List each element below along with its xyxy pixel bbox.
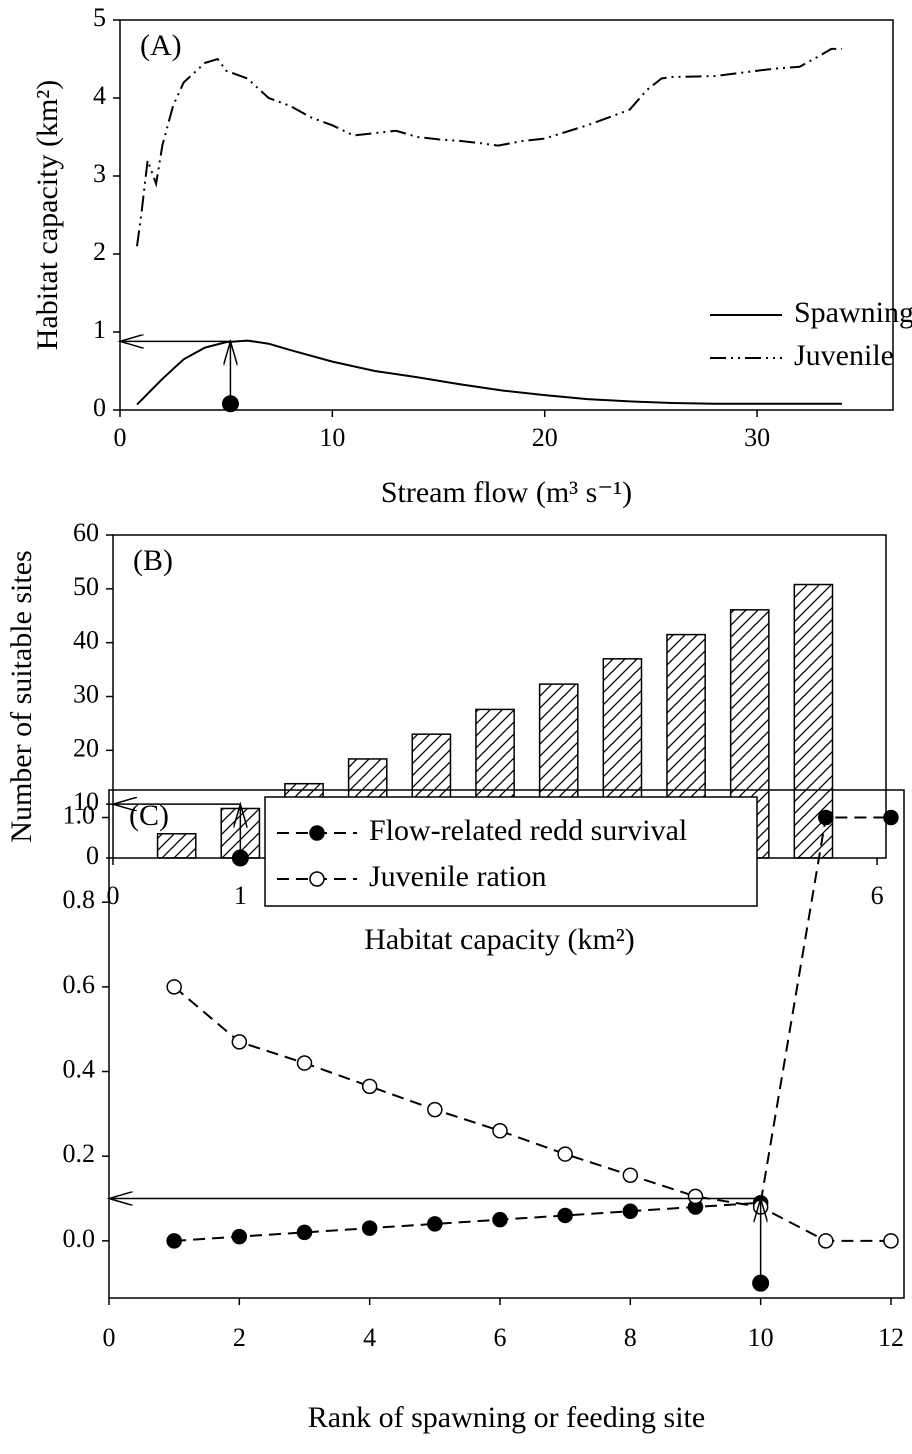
point [231, 1228, 248, 1245]
point [427, 1216, 443, 1232]
x-tick-label: 6 [871, 881, 884, 910]
y-tick-label: 0.6 [63, 970, 96, 999]
y-tick-label: 10 [73, 787, 99, 816]
y-tick-label: 2 [93, 237, 106, 266]
y-tick-label: 0.0 [63, 1224, 96, 1253]
legend-label: Juvenile ration [369, 860, 546, 893]
point [166, 1233, 182, 1249]
y-tick-label: 40 [73, 626, 99, 655]
point [166, 979, 182, 995]
y-tick-label: 60 [73, 518, 99, 547]
point [296, 1224, 313, 1241]
x-tick-label: 2 [233, 1323, 246, 1352]
point [818, 809, 834, 826]
point [883, 1233, 899, 1249]
legend-label: Flow-related redd survival [369, 814, 687, 847]
y-tick-label: 50 [73, 572, 99, 601]
y-tick-label: 20 [73, 733, 99, 762]
panel-label: (A) [140, 29, 182, 62]
y-tick-label: 3 [93, 159, 106, 188]
panel-label: (B) [133, 544, 173, 577]
point [427, 1101, 443, 1118]
point [231, 1034, 248, 1050]
pointer-dot [221, 395, 239, 413]
point [622, 1203, 639, 1219]
legend-marker [309, 871, 325, 887]
point [557, 1207, 573, 1224]
x-tick-label: 6 [493, 1323, 506, 1352]
point [361, 1078, 378, 1095]
point [361, 1220, 378, 1236]
x-tick-label: 4 [363, 1323, 376, 1352]
point [296, 1055, 313, 1071]
legend-marker [309, 825, 325, 841]
series-line [135, 47, 843, 247]
y-tick-label: 0.4 [63, 1054, 96, 1083]
bar [156, 833, 197, 859]
panel-label: (C) [129, 799, 169, 832]
y-tick-label: 1 [93, 315, 106, 344]
y-tick-label: 0 [93, 393, 106, 422]
y-tick-label: 30 [73, 679, 99, 708]
y-tick-label: 4 [93, 81, 106, 110]
point [557, 1146, 573, 1162]
x-tick-label: 10 [748, 1323, 774, 1352]
x-tick-label: 30 [744, 423, 770, 452]
x-tick-label: 0 [114, 423, 127, 452]
y-axis-label: Habitat capacity (km²) [31, 80, 64, 351]
plot-frame [108, 789, 905, 1299]
y-tick-label: 0 [86, 841, 99, 870]
legend-label: Spawning [794, 296, 912, 329]
x-tick-label: 20 [532, 423, 558, 452]
y-tick-label: 0.8 [63, 885, 96, 914]
legend-box [264, 796, 758, 907]
point [622, 1167, 639, 1183]
point [492, 1211, 508, 1228]
x-tick-label: 1 [234, 881, 247, 910]
x-axis-label: Habitat capacity (km²) [364, 923, 635, 956]
y-tick-label: 1.0 [63, 800, 96, 829]
point [883, 809, 899, 826]
x-tick-label: 10 [319, 423, 345, 452]
x-axis-label: Rank of spawning or feeding site [308, 1401, 705, 1434]
x-tick-label: 8 [624, 1323, 637, 1352]
y-axis-label: Number of suitable sites [5, 550, 38, 842]
x-tick-label: 0 [103, 1323, 116, 1352]
x-tick-label: 12 [878, 1323, 904, 1352]
pointer-dot [752, 1274, 770, 1292]
series-line [174, 816, 891, 1242]
point [687, 1188, 704, 1205]
legend-label: Juvenile [794, 339, 894, 372]
point [492, 1123, 508, 1139]
series-line [173, 986, 891, 1242]
x-axis-label: Stream flow (m³ s⁻¹) [381, 476, 632, 509]
point [818, 1233, 834, 1249]
plot-frame [119, 19, 894, 411]
pointer-dot [231, 849, 249, 867]
y-tick-label: 5 [93, 3, 106, 32]
series-line [136, 339, 843, 406]
y-tick-label: 0.2 [63, 1139, 96, 1168]
